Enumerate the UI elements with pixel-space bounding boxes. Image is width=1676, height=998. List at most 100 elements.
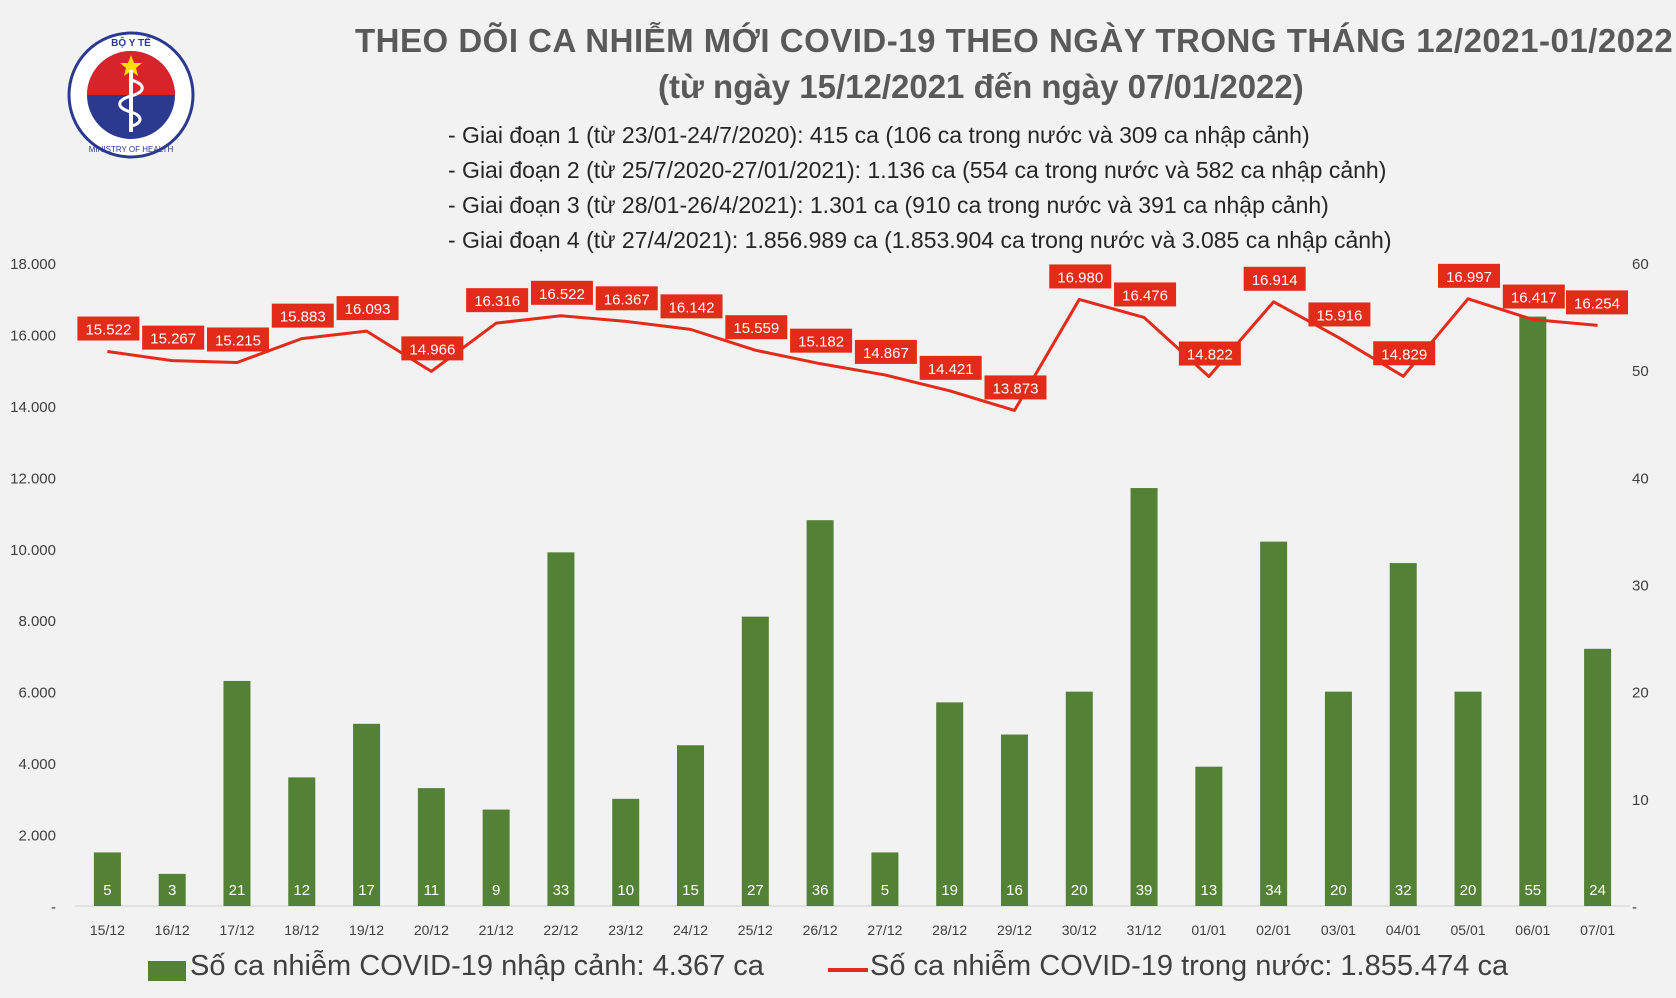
line-data-label: 15.522 <box>85 322 131 339</box>
chart-subtitle: (từ ngày 15/12/2021 đến ngày 07/01/2022) <box>658 68 1304 105</box>
x-tick-label: 04/01 <box>1386 922 1421 938</box>
bar-data-label: 27 <box>747 882 764 899</box>
line-data-label-box <box>1566 290 1628 315</box>
bar-data-label: 19 <box>941 882 958 899</box>
line-data-label-box <box>1373 341 1436 366</box>
line-data-label: 14.829 <box>1381 346 1427 363</box>
line-data-label-box <box>595 286 658 311</box>
bar-imported-cases <box>223 680 251 906</box>
line-data-label-box <box>1243 266 1306 291</box>
line-data-label: 16.417 <box>1511 290 1557 307</box>
bar-imported-cases <box>1000 734 1028 906</box>
right-axis-tick-label: 10 <box>1632 792 1649 809</box>
x-tick-label: 02/01 <box>1256 922 1291 938</box>
phase-4-text: - Giai đoạn 4 (từ 27/4/2021): 1.856.989 … <box>448 227 1392 253</box>
line-data-label: 14.822 <box>1187 347 1233 364</box>
svg-text:MINISTRY OF HEALTH: MINISTRY OF HEALTH <box>89 145 174 154</box>
line-data-label-box <box>77 316 140 341</box>
line-data-label: 16.476 <box>1122 287 1168 304</box>
x-tick-label: 29/12 <box>997 922 1032 938</box>
right-axis-tick-label: 20 <box>1632 685 1649 702</box>
chart-title: THEO DÕI CA NHIỄM MỚI COVID-19 THEO NGÀY… <box>355 22 1674 59</box>
bar-data-label: 20 <box>1330 882 1347 899</box>
bar-data-label: 10 <box>617 882 634 899</box>
line-data-label-box <box>1502 284 1565 309</box>
line-data-label-box <box>660 294 723 319</box>
bar-imported-cases <box>158 873 186 906</box>
line-data-label: 16.367 <box>604 291 650 308</box>
line-data-label: 16.997 <box>1446 269 1492 286</box>
x-tick-label: 20/12 <box>414 922 449 938</box>
line-data-label-box <box>530 280 593 305</box>
bar-imported-cases <box>353 723 381 906</box>
legend-bar-swatch <box>148 961 186 981</box>
x-tick-label: 07/01 <box>1580 922 1615 938</box>
left-axis-tick-label: 12.000 <box>10 470 56 487</box>
line-data-label-box <box>401 336 464 361</box>
right-axis-tick-label: 30 <box>1632 578 1649 595</box>
bar-imported-cases <box>1454 691 1482 906</box>
x-tick-label: 17/12 <box>219 922 254 938</box>
bar-imported-cases <box>741 616 769 906</box>
phase-list: - Giai đoạn 1 (từ 23/01-24/7/2020): 415 … <box>448 118 1392 258</box>
phase-1-text: - Giai đoạn 1 (từ 23/01-24/7/2020): 415 … <box>448 122 1310 148</box>
line-data-label: 15.182 <box>798 334 844 351</box>
line-data-label: 14.867 <box>863 345 909 362</box>
x-tick-label: 05/01 <box>1450 922 1485 938</box>
svg-text:BỘ Y TẾ: BỘ Y TẾ <box>111 36 151 49</box>
x-tick-label: 25/12 <box>738 922 773 938</box>
bar-imported-cases <box>288 777 316 906</box>
bar-imported-cases <box>806 520 834 906</box>
line-data-label: 16.914 <box>1252 272 1298 289</box>
bar-imported-cases <box>677 745 705 906</box>
left-axis-tick-label: 6.000 <box>18 685 56 702</box>
bar-imported-cases <box>417 788 445 906</box>
line-data-label-box <box>1114 282 1177 307</box>
bar-data-label: 16 <box>1006 882 1023 899</box>
bar-data-label: 11 <box>424 882 440 899</box>
line-data-label: 14.966 <box>409 341 455 358</box>
line-data-label: 15.883 <box>280 309 326 326</box>
phase-2-text: - Giai đoạn 2 (từ 25/7/2020-27/01/2021):… <box>448 157 1387 183</box>
bar-data-label: 12 <box>293 882 310 899</box>
left-axis-tick-label: - <box>51 899 56 916</box>
x-tick-label: 06/01 <box>1515 922 1550 938</box>
bar-data-label: 5 <box>103 882 111 899</box>
line-data-label-box <box>142 325 205 350</box>
line-data-label-box <box>725 315 788 340</box>
bar-data-label: 13 <box>1201 882 1218 899</box>
bar-data-label: 33 <box>553 882 570 899</box>
bar-imported-cases <box>482 809 510 906</box>
line-data-label-box <box>1308 302 1371 327</box>
x-tick-label: 24/12 <box>673 922 708 938</box>
bar-imported-cases <box>1065 691 1093 906</box>
x-tick-label: 23/12 <box>608 922 643 938</box>
x-tick-label: 18/12 <box>284 922 319 938</box>
bar-imported-cases <box>1584 648 1612 906</box>
x-tick-label: 31/12 <box>1127 922 1162 938</box>
right-axis-tick-label: 60 <box>1632 256 1649 273</box>
bar-data-label: 20 <box>1071 882 1088 899</box>
line-data-label-box <box>854 339 917 364</box>
ministry-of-health-logo: BỘ Y TẾ MINISTRY OF HEALTH <box>67 31 195 159</box>
right-axis-tick-label: - <box>1632 899 1637 916</box>
bar-imported-cases <box>612 798 640 906</box>
bar-imported-cases <box>871 852 899 906</box>
line-data-label: 14.421 <box>928 361 974 378</box>
bar-data-label: 21 <box>229 882 246 899</box>
line-data-label-box <box>1049 264 1112 289</box>
line-domestic-cases <box>107 297 1598 412</box>
x-tick-label: 30/12 <box>1062 922 1097 938</box>
bar-data-label: 32 <box>1395 882 1412 899</box>
bar-imported-cases <box>1130 488 1158 906</box>
bar-imported-cases <box>1195 766 1223 906</box>
x-tick-label: 22/12 <box>543 922 578 938</box>
legend-line-swatch <box>828 968 868 972</box>
x-tick-label: 19/12 <box>349 922 384 938</box>
left-axis-tick-label: 8.000 <box>18 613 56 630</box>
line-data-label: 15.267 <box>150 331 196 348</box>
x-tick-label: 01/01 <box>1191 922 1226 938</box>
x-tick-label: 15/12 <box>90 922 125 938</box>
line-data-label-box <box>206 327 269 352</box>
